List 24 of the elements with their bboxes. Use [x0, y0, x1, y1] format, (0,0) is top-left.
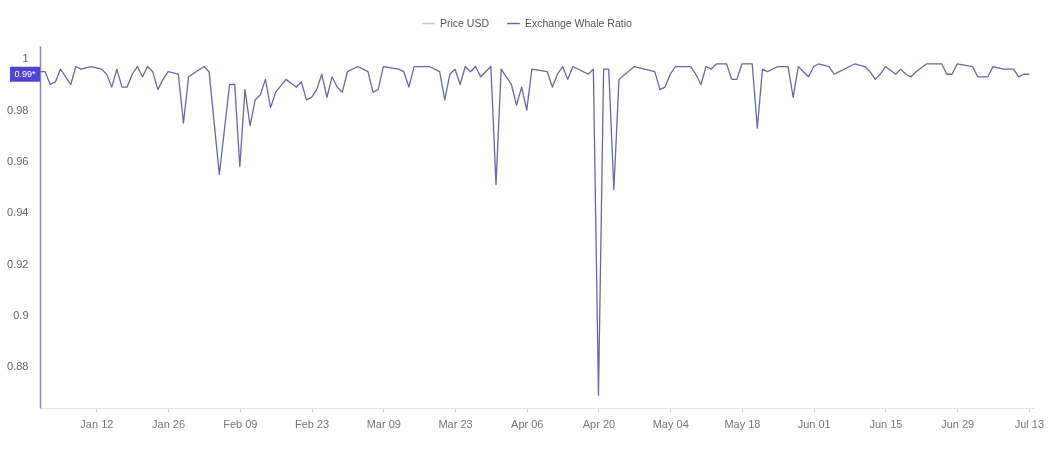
x-tick-label: May 18	[724, 417, 761, 430]
x-tick-label: May 04	[652, 417, 689, 430]
x-tick-label: Mar 09	[366, 417, 401, 430]
x-tick-label: Apr 20	[582, 417, 616, 430]
y-tick-label: 0.98	[7, 103, 29, 116]
y-tick-label: 0.9	[13, 309, 29, 322]
x-tick-label: Jun 15	[869, 417, 903, 430]
y-tick-label: 0.92	[7, 257, 29, 270]
x-tick-label: Jul 13	[1014, 417, 1045, 430]
y-tick-label: 1	[22, 52, 29, 65]
x-tick-label: Jun 01	[797, 417, 831, 430]
x-tick-label: Jan 12	[80, 417, 114, 430]
legend-label: Price USD	[440, 16, 490, 29]
x-tick-label: Feb 23	[294, 417, 330, 430]
legend-label: Exchange Whale Ratio	[525, 16, 632, 29]
y-tick-label: 0.94	[7, 206, 29, 219]
x-tick-label: Jun 29	[941, 417, 975, 430]
x-tick-label: Apr 06	[511, 417, 544, 430]
x-tick-label: Mar 23	[438, 417, 473, 430]
x-tick-label: Jan 26	[152, 417, 186, 430]
annotation: 0.99*	[14, 69, 36, 80]
y-tick-label: 0.96	[7, 155, 29, 168]
y-tick-label: 0.88	[7, 360, 29, 373]
x-tick-label: Feb 09	[223, 417, 258, 430]
